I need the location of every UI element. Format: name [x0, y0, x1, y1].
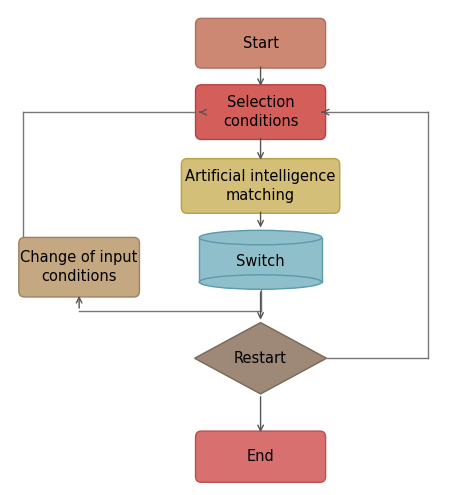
Text: Selection
conditions: Selection conditions: [223, 96, 298, 129]
FancyBboxPatch shape: [196, 85, 326, 140]
Ellipse shape: [199, 230, 322, 245]
Ellipse shape: [199, 275, 322, 289]
Text: End: End: [246, 449, 274, 464]
Polygon shape: [195, 323, 327, 394]
Text: Restart: Restart: [234, 351, 287, 366]
FancyBboxPatch shape: [182, 159, 340, 213]
FancyBboxPatch shape: [196, 18, 326, 68]
FancyBboxPatch shape: [19, 238, 139, 297]
Text: Start: Start: [243, 36, 279, 50]
Text: Artificial intelligence
matching: Artificial intelligence matching: [185, 169, 336, 203]
Text: Change of input
conditions: Change of input conditions: [20, 250, 138, 284]
FancyBboxPatch shape: [196, 431, 326, 482]
Text: Switch: Switch: [236, 254, 285, 269]
Bar: [199, 238, 322, 282]
